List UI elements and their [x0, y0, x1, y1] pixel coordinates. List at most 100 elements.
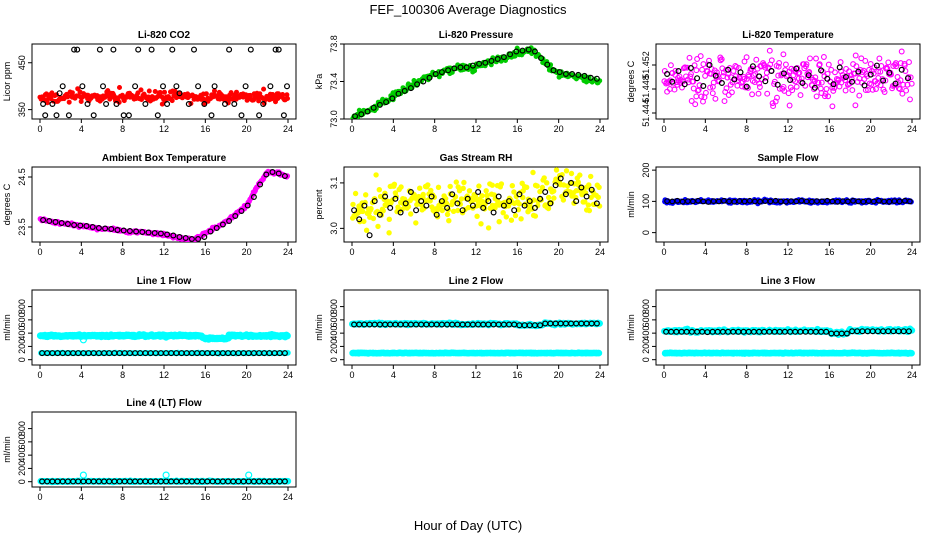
- data-point: [494, 55, 501, 62]
- data-point: [40, 217, 47, 224]
- y-tick-label: 0: [641, 357, 651, 362]
- data-point: [428, 193, 435, 200]
- data-point: [721, 98, 728, 105]
- data-point: [848, 75, 855, 82]
- data-point: [783, 198, 789, 205]
- x-tick-label: 4: [391, 370, 396, 380]
- data-point: [476, 60, 483, 67]
- x-tick-label: 20: [554, 370, 564, 380]
- y-tick-label: 600: [329, 312, 339, 327]
- x-tick-label: 0: [349, 247, 354, 257]
- data-point: [855, 68, 862, 75]
- x-tick-label: 8: [120, 247, 125, 257]
- x-tick-label: 20: [866, 124, 876, 134]
- data-point: [281, 173, 288, 180]
- data-point: [420, 191, 426, 198]
- data-point: [444, 204, 451, 211]
- x-tick-label: 4: [79, 370, 84, 380]
- y-tick-label: 200: [329, 339, 339, 354]
- plot-area: [37, 471, 292, 486]
- data-point: [90, 112, 97, 119]
- data-point: [79, 471, 88, 479]
- data-point: [818, 67, 825, 74]
- data-point: [364, 108, 371, 115]
- x-tick-label: 4: [703, 124, 708, 134]
- data-point: [843, 330, 850, 337]
- data-point: [745, 84, 751, 91]
- data-point: [531, 204, 538, 211]
- data-point: [386, 216, 392, 223]
- data-point: [723, 85, 730, 92]
- panel-5: Gas Stream RH percent 0 4 8 12 16 20 24 3.0 3.1: [314, 153, 609, 257]
- y-tick-label: 600: [641, 312, 651, 327]
- data-point: [408, 211, 414, 217]
- y-axis-label: percent: [314, 189, 324, 220]
- data-point: [875, 68, 882, 75]
- y-axis-label: ml/min: [626, 314, 636, 341]
- data-point: [352, 190, 359, 197]
- data-point: [586, 182, 592, 188]
- data-point: [792, 78, 799, 85]
- data-point: [818, 79, 825, 86]
- data-point: [74, 46, 81, 53]
- data-point: [146, 88, 152, 94]
- data-point: [541, 175, 547, 181]
- y-axis-label: ml/min: [2, 436, 12, 463]
- data-point: [414, 81, 421, 88]
- data-point: [766, 47, 773, 54]
- data-point: [59, 83, 66, 90]
- data-point: [895, 85, 902, 92]
- data-point: [595, 349, 603, 357]
- data-point: [700, 61, 707, 68]
- data-point: [691, 62, 698, 69]
- data-point: [831, 84, 838, 91]
- x-tick-label: 24: [283, 124, 293, 134]
- data-point: [245, 332, 253, 341]
- data-point: [550, 67, 557, 74]
- data-point: [891, 198, 898, 205]
- data-point: [228, 90, 234, 96]
- data-point: [373, 172, 379, 178]
- y-tick-label: 450: [17, 55, 27, 70]
- data-point: [157, 90, 163, 96]
- data-point: [418, 198, 425, 205]
- x-tick-label: 24: [907, 124, 917, 134]
- data-point: [447, 183, 453, 190]
- x-tick-label: 16: [824, 124, 834, 134]
- data-point: [829, 198, 836, 205]
- x-tick-label: 8: [120, 492, 125, 502]
- data-point: [762, 78, 769, 85]
- data-point: [135, 90, 141, 96]
- data-point: [256, 112, 263, 119]
- data-point: [208, 112, 215, 119]
- data-point: [718, 79, 725, 86]
- data-point: [573, 188, 580, 194]
- data-point: [537, 322, 544, 329]
- data-point: [774, 94, 780, 101]
- data-point: [688, 71, 694, 77]
- data-point: [825, 93, 832, 100]
- data-point: [780, 70, 787, 77]
- data-point: [702, 72, 709, 79]
- data-point: [256, 98, 262, 104]
- data-point: [543, 180, 550, 186]
- data-point: [126, 228, 133, 235]
- panel-2: Li-820 Pressure kPa 0 4 8 12 16 20 24 73.0 73.4 73.…: [314, 30, 609, 134]
- x-tick-label: 0: [661, 124, 666, 134]
- x-tick-label: 4: [703, 370, 708, 380]
- plot-area: [662, 196, 914, 207]
- data-point: [551, 195, 557, 201]
- data-point: [908, 327, 916, 334]
- x-tick-label: 24: [595, 370, 605, 380]
- data-point: [896, 86, 903, 93]
- data-point: [705, 199, 712, 205]
- data-point: [503, 214, 509, 220]
- panel-title: Line 1 Flow: [137, 276, 192, 287]
- data-point: [398, 184, 404, 190]
- data-point: [519, 47, 526, 54]
- x-tick-label: 8: [432, 370, 437, 380]
- data-point: [49, 100, 56, 107]
- data-point: [444, 211, 451, 218]
- data-point: [464, 195, 471, 202]
- y-tick-label: 100: [641, 194, 651, 209]
